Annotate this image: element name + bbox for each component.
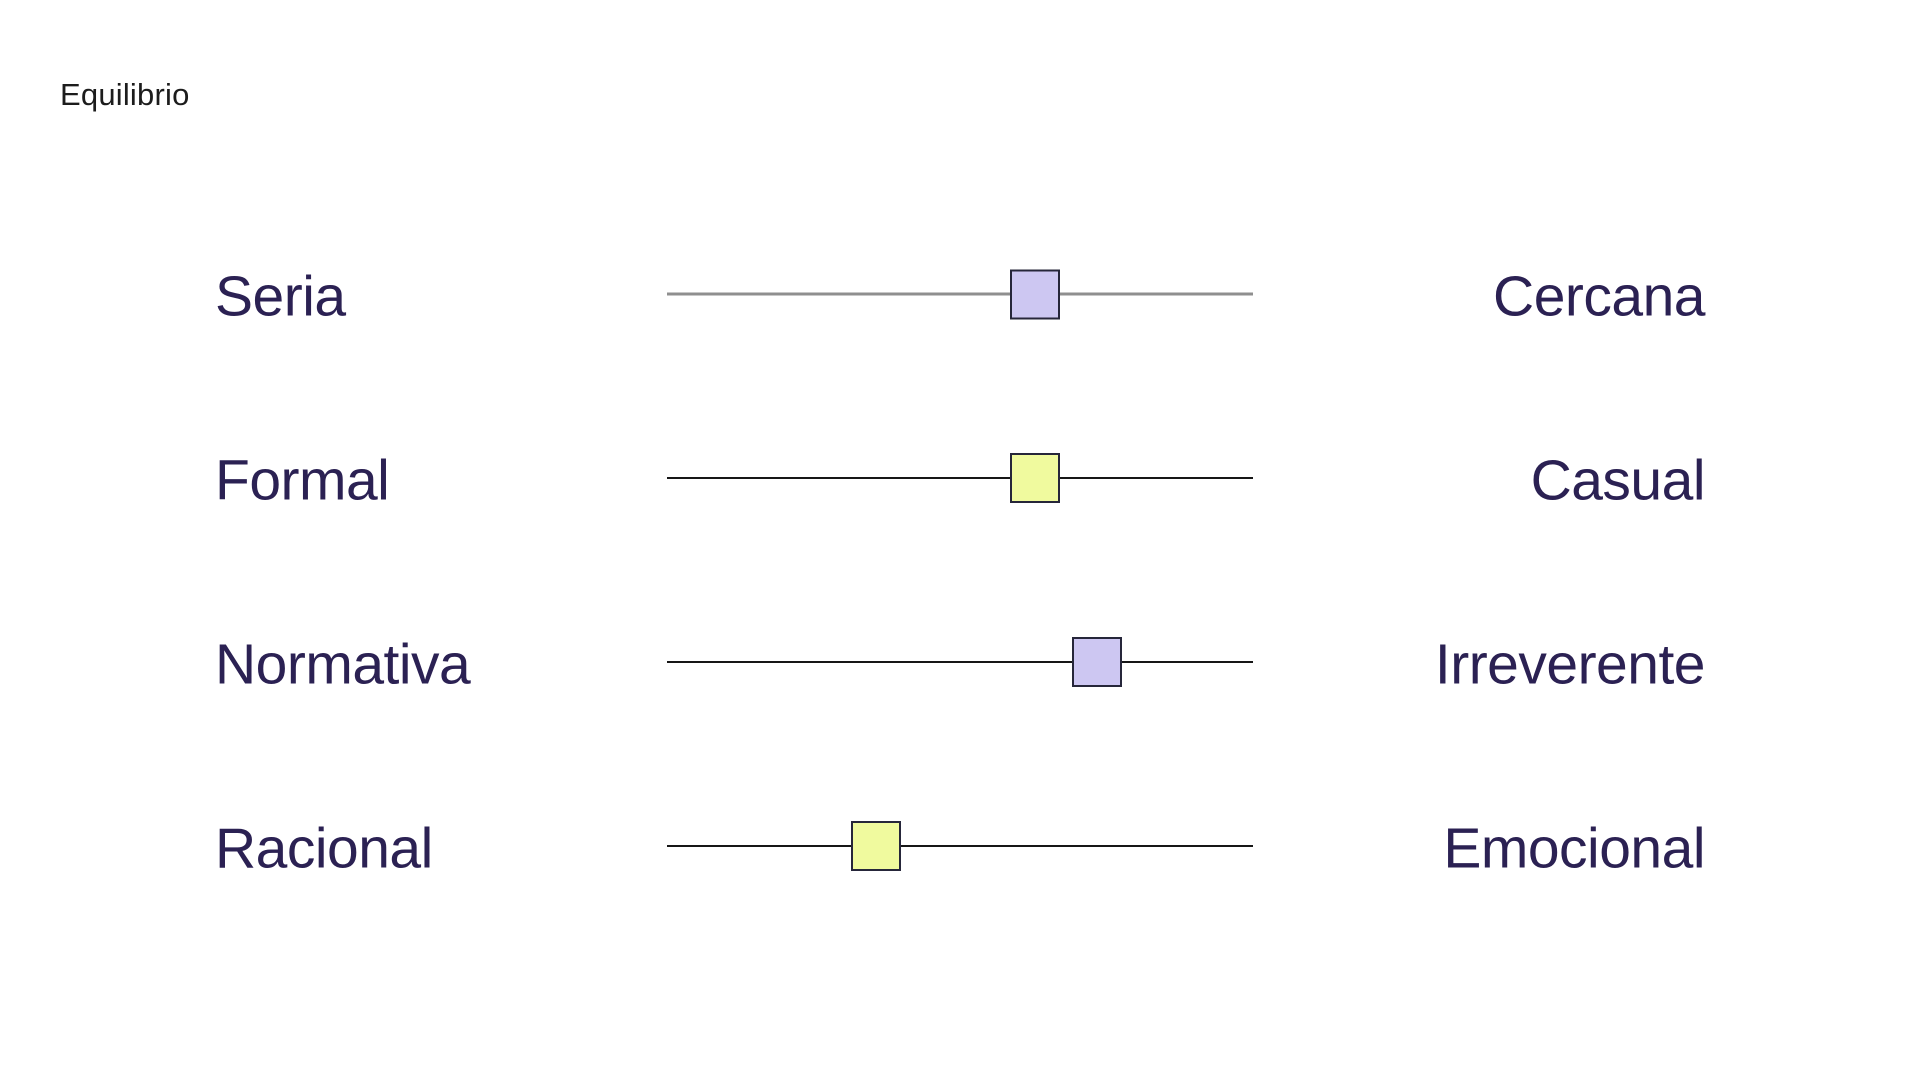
- slider-row-racional-emocional: Racional Emocional: [0, 796, 1920, 896]
- slider-handle[interactable]: [1010, 453, 1060, 503]
- slider-row-seria-cercana: Seria Cercana: [0, 244, 1920, 344]
- right-pole-label: Irreverente: [1434, 632, 1706, 697]
- slider-handle[interactable]: [1072, 637, 1123, 687]
- page-title: Equilibrio: [60, 77, 190, 112]
- right-pole-label: Cercana: [1493, 264, 1705, 329]
- left-pole-label: Racional: [215, 816, 433, 881]
- slider-handle[interactable]: [851, 821, 902, 871]
- slider-track[interactable]: [667, 637, 1253, 687]
- slider-row-formal-casual: Formal Casual: [0, 428, 1920, 528]
- slider-track[interactable]: [667, 269, 1253, 319]
- left-pole-label: Normativa: [215, 632, 471, 697]
- right-pole-label: Casual: [1530, 448, 1706, 513]
- right-pole-label: Emocional: [1443, 816, 1705, 881]
- slider-handle[interactable]: [1010, 269, 1060, 319]
- slider-track[interactable]: [667, 821, 1253, 871]
- left-pole-label: Seria: [215, 264, 346, 329]
- slider-row-normativa-irreverente: Normativa Irreverente: [0, 612, 1920, 712]
- slider-track[interactable]: [667, 453, 1253, 503]
- left-pole-label: Formal: [215, 448, 390, 513]
